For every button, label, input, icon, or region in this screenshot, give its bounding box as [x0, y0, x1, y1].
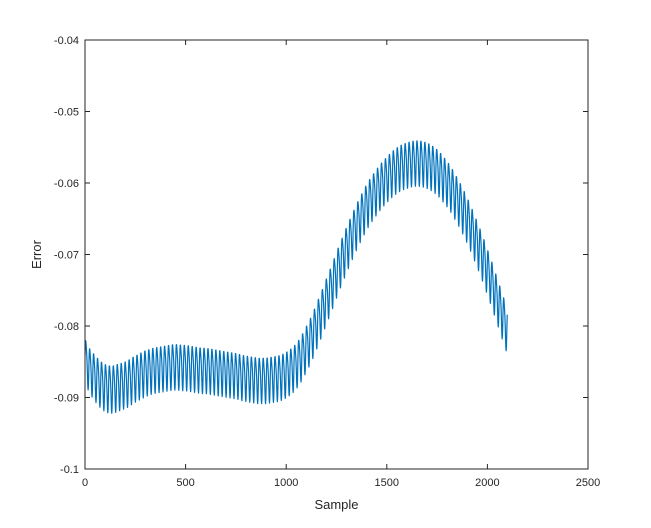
series-layer [84, 140, 508, 414]
x-tick-label: 1500 [375, 477, 399, 489]
y-tick-label: -0.08 [54, 321, 79, 333]
y-tick-label: -0.1 [60, 464, 79, 476]
x-tick-label: 0 [82, 477, 88, 489]
y-tick-label: -0.09 [54, 393, 79, 405]
y-axis-ticks: -0.1 -0.09 -0.08 -0.07 -0.06 -0.05 -0.04 [54, 35, 588, 476]
series-line [84, 140, 508, 414]
x-tick-label: 500 [176, 477, 194, 489]
y-tick-label: -0.07 [54, 250, 79, 262]
x-tick-label: 2500 [576, 477, 600, 489]
x-tick-label: 2000 [475, 477, 499, 489]
x-axis-ticks: 0 500 1000 1500 2000 2500 [82, 40, 600, 489]
y-axis-label: Error [29, 239, 44, 269]
y-tick-label: -0.04 [54, 35, 79, 47]
x-axis-label: Sample [314, 497, 358, 512]
y-tick-label: -0.05 [54, 107, 79, 119]
x-tick-label: 1000 [274, 477, 298, 489]
plot-background [85, 40, 588, 469]
y-tick-label: -0.06 [54, 178, 79, 190]
